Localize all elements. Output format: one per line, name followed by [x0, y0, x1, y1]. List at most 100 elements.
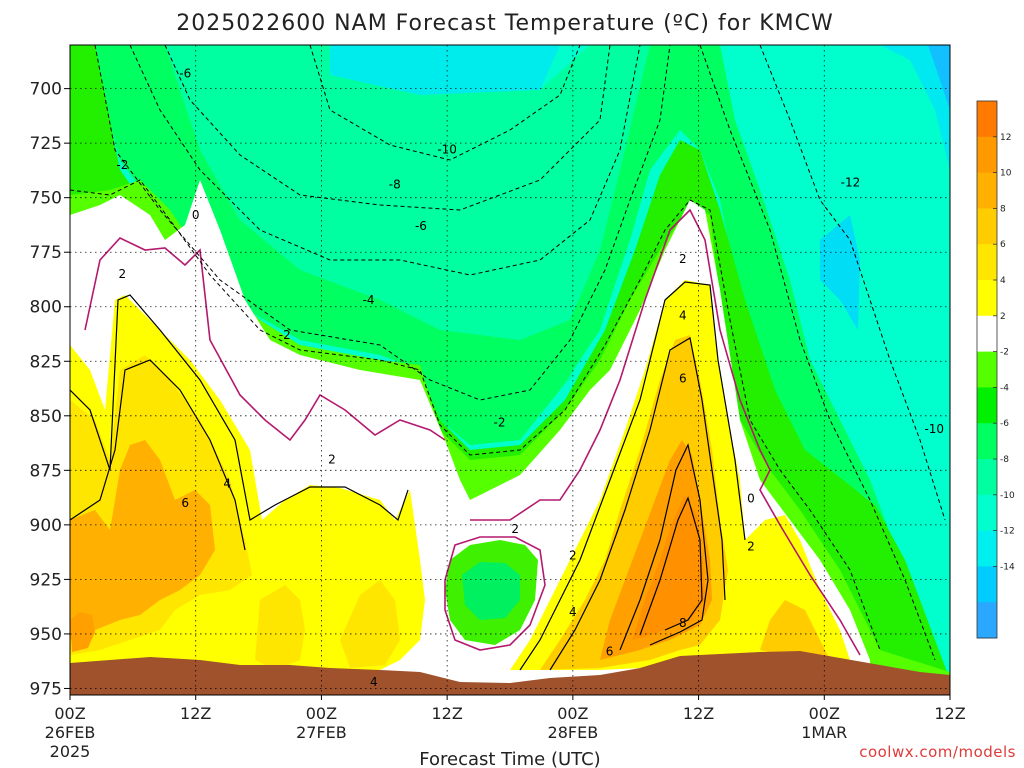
colorbar-swatch [977, 136, 997, 174]
x-tick-label: 12Z [934, 704, 965, 723]
colorbar-tick-label: -2 [1000, 348, 1009, 358]
contour-label: 4 [223, 476, 231, 490]
colorbar-tick-label: 2 [1000, 312, 1006, 322]
contour-label: 2 [747, 540, 755, 554]
colorbar-tick-label: -12 [1000, 527, 1015, 537]
contour-label: 2 [511, 522, 519, 536]
contour-label: 4 [679, 308, 687, 322]
isotherm-eight-right [639, 496, 703, 636]
colorbar-tick-label: -4 [1000, 383, 1009, 393]
terrain [70, 651, 950, 695]
band-plus-4-right2 [760, 600, 830, 660]
colorbar-swatch [977, 423, 997, 460]
x-tick-label: 00Z [306, 704, 337, 723]
x-tick-label: 2025 [50, 742, 91, 761]
y-tick-label: 750 [30, 189, 62, 209]
contour-label: 2 [119, 267, 127, 281]
contour-label: -10 [924, 422, 944, 436]
band-minus-14 [880, 45, 950, 170]
colorbar-swatch [977, 351, 997, 388]
contour-label: 2 [328, 452, 336, 466]
contour-label: -8 [389, 178, 401, 192]
contour-label: 2 [679, 252, 687, 266]
band-plus-4-mid2 [340, 580, 400, 668]
x-axis-title: Forecast Time (UTC) [419, 749, 600, 768]
x-tick-label: 00Z [54, 704, 85, 723]
y-tick-label: 875 [30, 461, 62, 481]
contour-label: -4 [363, 293, 375, 307]
contour-label: -6 [415, 219, 427, 233]
x-tick-label: 26FEB [45, 723, 96, 742]
colorbar-tick-label: 12 [1000, 133, 1011, 143]
colorbar-swatch [977, 101, 997, 138]
contour-label: 4 [569, 605, 577, 619]
colorbar-swatch [977, 280, 997, 317]
plot-frame [69, 44, 951, 696]
contour-line-layer [70, 45, 946, 671]
colorbar-tick-label: 6 [1000, 240, 1006, 250]
chart-title: 2025022600 NAM Forecast Temperature (ºC)… [176, 11, 834, 36]
colorbar-swatch [977, 244, 997, 281]
y-tick-label: 700 [30, 80, 62, 100]
isotherm-four-right [549, 337, 726, 671]
band-minus-10 [160, 45, 660, 430]
contour-label: -6 [179, 66, 191, 80]
contour-label: -10 [437, 143, 457, 157]
colorbar-tick-label: -10 [1000, 491, 1015, 501]
isotherm-four-left [70, 359, 246, 551]
colorbar-tick-label: 10 [1000, 169, 1012, 179]
colorbar-tick-label: 8 [1000, 204, 1006, 214]
band-plus-4-mid [255, 585, 305, 670]
y-tick-label: 850 [30, 407, 62, 427]
contour-label: 0 [192, 208, 200, 222]
band-plus-8-right [632, 495, 705, 640]
x-tick-label: 27FEB [296, 723, 347, 742]
isotherm-minus-right2 [759, 45, 946, 521]
isotherm-minus-two [70, 179, 881, 651]
band-plus-6-left [70, 440, 215, 640]
isotherm-minus-ten [309, 45, 581, 161]
band-minus-4-pocket [462, 562, 520, 620]
colorbar-swatch [977, 315, 997, 353]
contour-labels: -6 -2 -10 -8 -6 -4 -2 -2 0 2 2 6 4 2 2 4 6 8 6 4 2 0 2 -12 -10 4 [116, 66, 944, 689]
credit-text: coolwx.com/models [859, 743, 1016, 761]
colorbar-swatch [977, 602, 997, 639]
contour-label: -2 [279, 328, 291, 342]
isotherm-two-right [519, 281, 746, 671]
contour-label: -12 [841, 175, 861, 189]
isotherm-zero-pocket [444, 536, 546, 651]
colorbar-tick-label: 4 [1000, 276, 1006, 286]
band-plus-8-left [70, 612, 95, 652]
x-tick-label: 00Z [809, 704, 840, 723]
contour-label: 6 [181, 496, 189, 510]
y-tick-label: 900 [30, 516, 62, 536]
y-tick-label: 975 [30, 679, 62, 699]
y-tick-label: 725 [30, 134, 62, 154]
y-tick-label: 775 [30, 243, 62, 263]
band-minus-12-right [820, 215, 860, 330]
colorbar: 12 10 8 6 4 2 -2 -4 -6 -8 -10 -12 -14 [976, 100, 1015, 639]
colorbar-tick-label: -14 [1000, 562, 1015, 572]
y-tick-label: 825 [30, 352, 62, 372]
colorbar-frame [976, 100, 998, 639]
contour-label: 2 [569, 548, 577, 562]
y-tick-label: 950 [30, 625, 62, 645]
colorbar-swatch [977, 208, 997, 245]
colorbar-swatch [977, 566, 997, 603]
colorbar-swatch [977, 387, 997, 424]
contour-label: 4 [370, 675, 378, 689]
contour-label: 6 [606, 644, 614, 658]
contour-label: -2 [116, 158, 128, 172]
isotherm-zero-right [470, 208, 861, 656]
colorbar-swatch [977, 530, 997, 567]
contour-label: 8 [679, 616, 687, 630]
temperature-fill-layer [70, 45, 950, 695]
y-tick-label: 800 [30, 298, 62, 318]
contour-label: 0 [747, 492, 755, 506]
colorbar-swatch [977, 459, 997, 496]
colorbar-tick-label: -6 [1000, 419, 1009, 429]
isotherm-minus-eight [164, 45, 611, 211]
x-tick-label: 1MAR [801, 723, 847, 742]
colorbar-swatch [977, 494, 997, 532]
